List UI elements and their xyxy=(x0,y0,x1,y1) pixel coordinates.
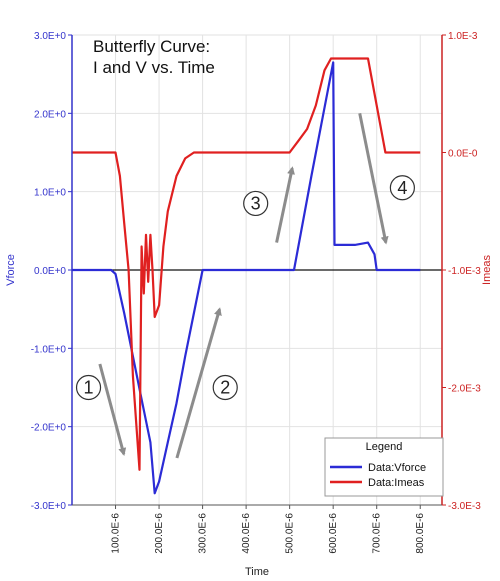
annotation-arrow-4 xyxy=(358,113,389,245)
left-tick-label-6: -3.0E+0 xyxy=(31,501,67,512)
x-tick-label-5: 600.0E-6 xyxy=(328,513,339,554)
x-tick-label-7: 800.0E-6 xyxy=(415,513,426,554)
y-axis-left-label: Vforce xyxy=(5,254,17,286)
left-tick-label-5: -2.0E+0 xyxy=(31,423,67,434)
left-tick-label-1: 2.0E+0 xyxy=(34,109,66,120)
annotation-number-3: 3 xyxy=(251,193,261,213)
x-tick-label-3: 400.0E-6 xyxy=(241,513,252,554)
right-tick-label-2: -1.0E-3 xyxy=(448,266,481,277)
series-line-vforce xyxy=(72,61,421,495)
left-axis-tick-labels: 3.0E+0 2.0E+0 1.0E+0 0.0E+0 -1.0E+0 -2.0E+0 -3… xyxy=(31,31,72,512)
chart-title-line-2: I and V vs. Time xyxy=(93,58,215,77)
left-tick-label-4: -1.0E+0 xyxy=(31,344,67,355)
legend-label-imeas: Data:Imeas xyxy=(368,477,425,489)
chart-title-line-1: Butterfly Curve: xyxy=(93,37,210,56)
right-tick-label-0: 1.0E-3 xyxy=(448,31,478,42)
x-tick-label-0: 100.0E-6 xyxy=(111,513,122,554)
right-axis-tick-labels: 1.0E-3 0.0E-0 -1.0E-3 -2.0E-3 -3.0E-3 xyxy=(442,31,481,512)
x-tick-label-2: 300.0E-6 xyxy=(198,513,209,554)
legend: Legend Data:Vforce Data:Imeas xyxy=(324,437,444,497)
x-axis-label: Time xyxy=(245,566,269,578)
annotation-arrow-1 xyxy=(98,363,127,457)
left-tick-label-3: 0.0E+0 xyxy=(34,266,66,277)
annotation-circle-4 xyxy=(389,175,415,201)
annotation-number-4: 4 xyxy=(397,178,407,198)
annotation-arrow-2 xyxy=(175,307,222,459)
annotations: 1 2 3 4 xyxy=(75,113,415,459)
x-tick-label-4: 500.0E-6 xyxy=(285,513,296,554)
left-tick-label-2: 1.0E+0 xyxy=(34,188,66,199)
annotation-circle-1 xyxy=(75,374,102,401)
legend-title: Legend xyxy=(366,441,403,453)
right-tick-label-1: 0.0E-0 xyxy=(448,149,478,160)
y-axis-right-label: Imeas xyxy=(481,255,493,285)
series-group xyxy=(72,57,421,495)
annotation-number-2: 2 xyxy=(220,378,230,398)
annotation-circle-2 xyxy=(212,374,238,401)
annotation-number-1: 1 xyxy=(84,378,94,398)
legend-label-vforce: Data:Vforce xyxy=(368,462,426,474)
x-axis-tick-labels: 100.0E-6 200.0E-6 300.0E-6 400.0E-6 500.0E-6… xyxy=(111,505,426,554)
right-tick-label-3: -2.0E-3 xyxy=(448,384,481,395)
x-tick-label-1: 200.0E-6 xyxy=(154,513,165,554)
series-line-imeas xyxy=(72,57,421,471)
annotation-circle-3 xyxy=(243,190,269,217)
left-tick-label-0: 3.0E+0 xyxy=(34,31,66,42)
x-tick-label-6: 700.0E-6 xyxy=(372,513,383,554)
right-tick-label-4: -3.0E-3 xyxy=(448,501,481,512)
annotation-arrow-3 xyxy=(275,166,295,243)
